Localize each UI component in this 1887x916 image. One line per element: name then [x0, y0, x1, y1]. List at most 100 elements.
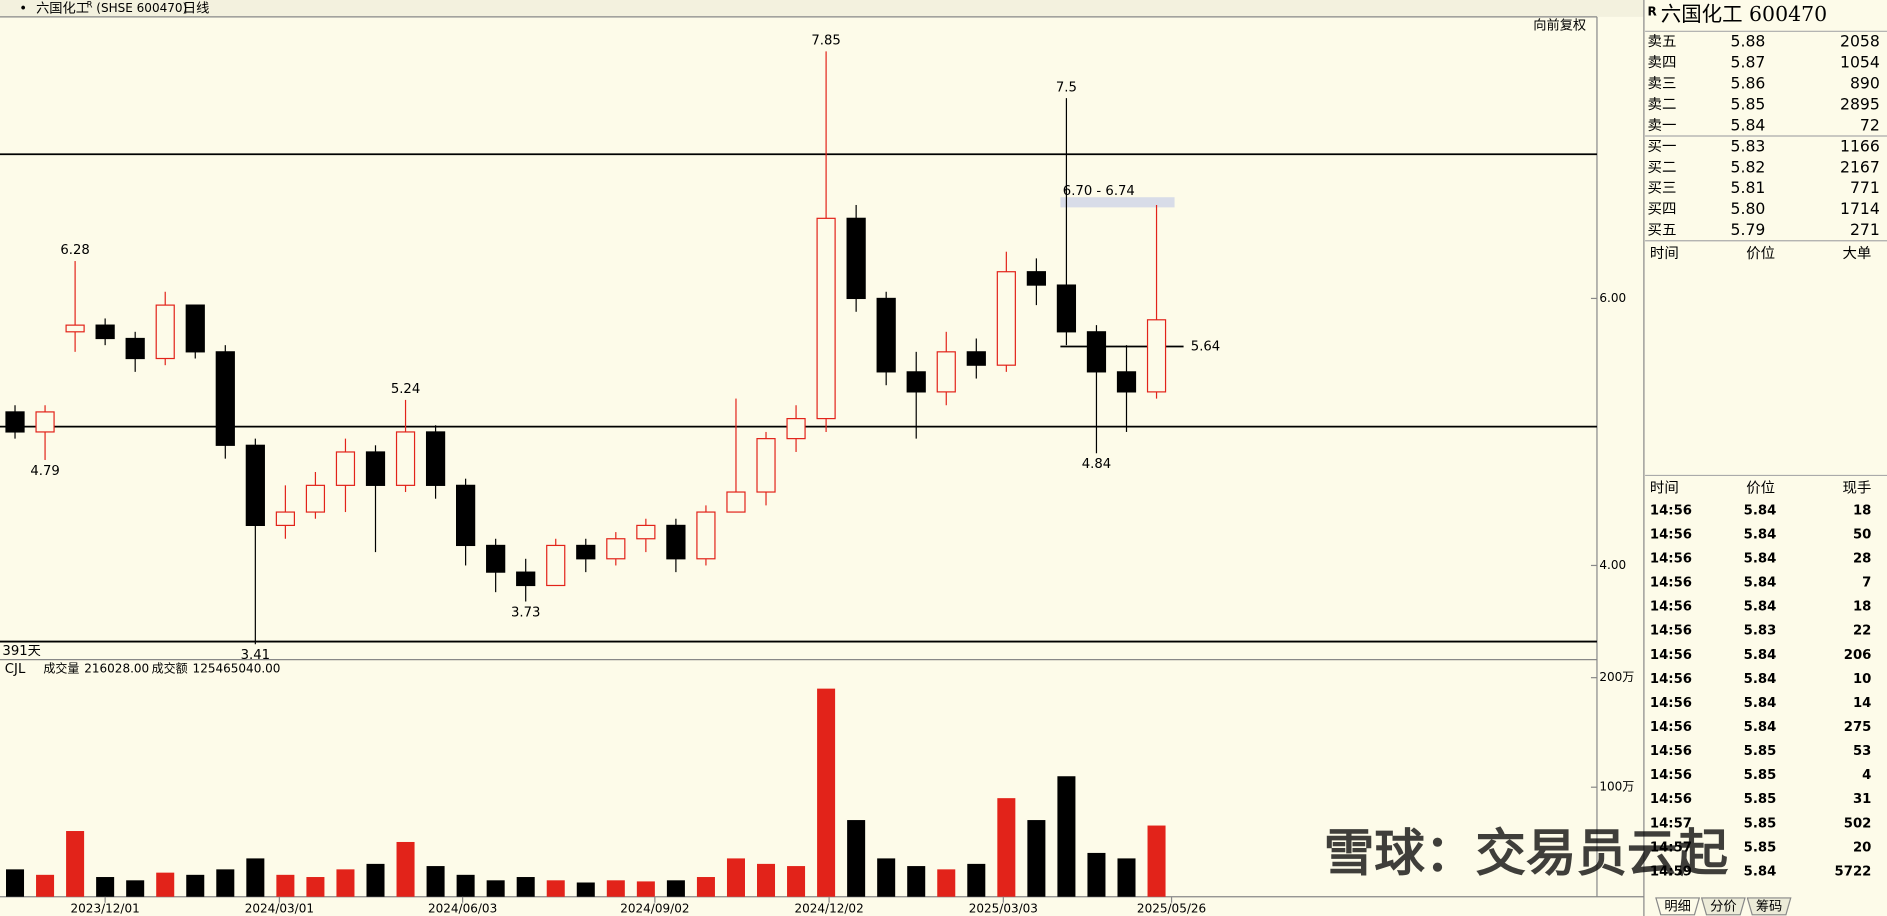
period[interactable]: 日线 — [183, 0, 209, 16]
candle-body — [35, 411, 55, 433]
level-volume: 771 — [1850, 178, 1880, 197]
volume-bar — [486, 880, 505, 897]
candle-body — [125, 337, 145, 360]
annotation: 7.85 — [811, 34, 840, 49]
x-tick-label: 2024/03/01 — [245, 901, 314, 915]
level-volume: 2058 — [1840, 32, 1880, 51]
level-name: 卖三 — [1648, 75, 1677, 92]
trade-time: 14:56 — [1650, 503, 1692, 518]
tab-shape[interactable] — [1655, 897, 1701, 916]
trade-volume: 31 — [1853, 792, 1871, 807]
trade-volume: 18 — [1853, 600, 1871, 615]
volume-bar — [666, 880, 685, 897]
trade-price: 5.83 — [1744, 624, 1777, 639]
tab-shape[interactable] — [1700, 897, 1746, 916]
volume-bar — [396, 841, 415, 897]
candle-body — [425, 431, 446, 486]
trade-time: 14:56 — [1650, 720, 1692, 735]
volume-bar — [967, 863, 986, 897]
candle-body — [546, 544, 566, 587]
stat-value: 125465040.00 — [193, 662, 281, 676]
candle-body — [395, 431, 416, 486]
annotation: 4.79 — [30, 464, 59, 479]
candle-body — [215, 351, 235, 446]
level-price: 5.88 — [1731, 32, 1766, 51]
candle-body — [65, 324, 85, 333]
x-tick-label: 2025/05/26 — [1137, 901, 1206, 915]
trade-volume: 28 — [1853, 552, 1871, 567]
candle-body — [966, 351, 986, 366]
trade-price: 5.85 — [1744, 816, 1777, 831]
volume-bar — [246, 858, 265, 897]
trade-price: 5.84 — [1744, 672, 1777, 687]
x-tick-label: 2023/12/01 — [71, 901, 140, 915]
candle-body — [1056, 284, 1077, 333]
volume-bar — [366, 863, 385, 897]
level-name: 买五 — [1648, 222, 1677, 239]
trade-time: 14:57 — [1650, 840, 1692, 855]
annotation: 5.24 — [391, 382, 420, 397]
trade-time: 14:59 — [1650, 864, 1692, 879]
watermark: 雪球：交易员云起 — [1324, 824, 1729, 883]
volume-bar — [126, 880, 145, 897]
trade-time: 14:56 — [1650, 624, 1692, 639]
level-name: 买四 — [1648, 201, 1677, 218]
volume-bar — [36, 874, 55, 897]
volume-bar — [1147, 825, 1166, 897]
trade-volume: 206 — [1844, 648, 1872, 663]
level-name: 卖一 — [1648, 117, 1677, 134]
level-name: 买三 — [1648, 180, 1677, 197]
candle-body — [996, 271, 1016, 366]
volume-bar — [456, 874, 475, 897]
column-header: 价位 — [1746, 245, 1775, 262]
level-volume: 271 — [1850, 220, 1880, 239]
volume-bar — [907, 866, 926, 897]
title-dot: • — [19, 1, 27, 16]
volume-bar — [6, 869, 25, 897]
volume-bar — [516, 877, 535, 897]
volume-bar — [186, 874, 205, 897]
tab[interactable]: 明细 — [1664, 898, 1690, 914]
candle-body — [1146, 319, 1167, 393]
trade-price: 5.84 — [1744, 576, 1777, 591]
candle-body — [335, 451, 356, 486]
tab-shape[interactable] — [1746, 897, 1792, 916]
candle-body — [486, 544, 506, 573]
volume-bar — [1057, 776, 1076, 897]
tab[interactable]: 筹码 — [1756, 897, 1782, 914]
volume-bar — [847, 820, 866, 897]
adjust[interactable]: 向前复权 — [1533, 16, 1586, 33]
candle-body — [155, 304, 175, 360]
candle-body — [245, 444, 265, 527]
zone — [1060, 197, 1175, 208]
trade-price: 5.85 — [1744, 840, 1777, 855]
trade-price: 5.85 — [1744, 744, 1777, 759]
candle-body — [185, 304, 205, 353]
level-name: 买一 — [1648, 138, 1677, 155]
volume-bar — [336, 869, 355, 897]
trade-time: 14:56 — [1650, 527, 1692, 542]
volume-bar — [156, 872, 175, 897]
annotation: 6.28 — [60, 243, 89, 258]
level-price: 5.87 — [1731, 53, 1766, 72]
stat-label: 成交额 — [152, 661, 188, 676]
annotation: 7.5 — [1056, 80, 1077, 95]
candle-body — [786, 417, 806, 440]
stock-name: 六国化工 — [36, 0, 89, 16]
trade-volume: 7 — [1862, 576, 1871, 591]
trade-time: 14:56 — [1650, 648, 1692, 663]
candle-body — [906, 371, 926, 393]
annotation: 3.41 — [241, 648, 270, 663]
annotation: 3.73 — [511, 605, 540, 620]
column-header: 价位 — [1746, 480, 1775, 497]
candle-body — [516, 571, 536, 587]
trade-volume: 5722 — [1835, 864, 1872, 879]
candle-body — [456, 484, 476, 547]
volume-bar — [306, 877, 325, 897]
tab[interactable]: 分价 — [1710, 898, 1736, 914]
candle-body — [726, 491, 746, 513]
y-tick-label: 200万 — [1599, 670, 1634, 684]
indicator[interactable]: CJL — [5, 662, 26, 677]
trade-price: 5.84 — [1744, 696, 1777, 711]
